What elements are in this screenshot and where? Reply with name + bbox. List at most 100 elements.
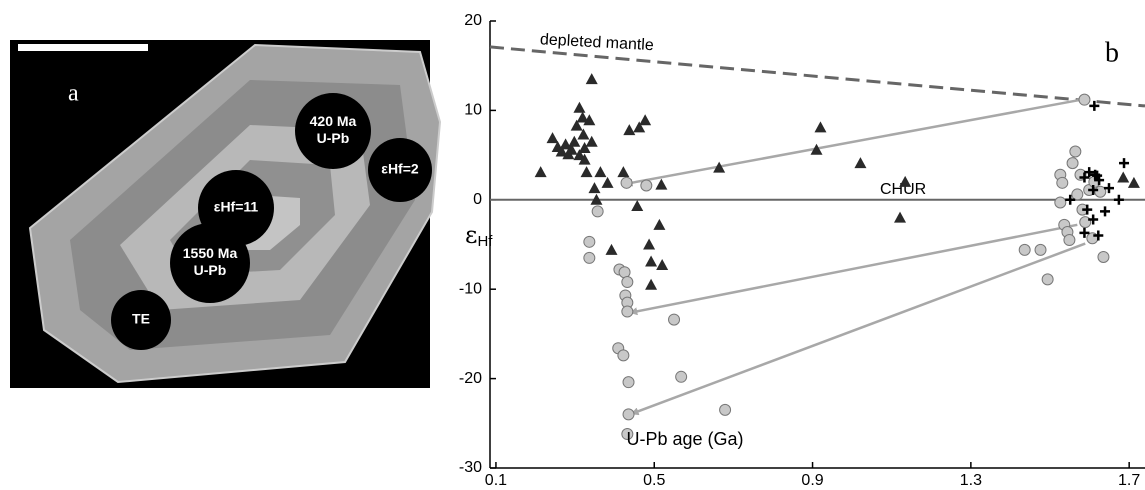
- plus-point: [1088, 184, 1099, 195]
- circle-point: [622, 408, 635, 421]
- plus-point: [1084, 167, 1095, 178]
- triangle-point: [585, 135, 598, 147]
- plus-point: [1079, 172, 1090, 183]
- x-tick-label: 1.7: [1118, 472, 1140, 489]
- circle-point: [1079, 216, 1092, 229]
- triangle-point: [578, 141, 591, 153]
- spot-label: TE: [132, 311, 150, 327]
- triangle-point: [643, 238, 656, 250]
- triangle-point: [605, 243, 618, 255]
- triangle-point: [645, 255, 658, 267]
- circle-point: [668, 313, 681, 326]
- circle-point: [621, 428, 634, 441]
- y-tick-label: -20: [459, 370, 482, 387]
- triangle-point: [585, 73, 598, 85]
- spot-label: U-Pb: [194, 262, 227, 278]
- triangle-point: [570, 119, 583, 131]
- triangle-point: [633, 121, 646, 133]
- circle-point: [620, 176, 633, 189]
- y-tick-label: 10: [464, 102, 482, 119]
- triangle-point: [546, 132, 559, 144]
- plus-point: [1065, 194, 1076, 205]
- triangle-point: [565, 143, 578, 155]
- triangle-point: [534, 166, 547, 178]
- circle-point: [1054, 196, 1067, 209]
- triangle-point: [583, 114, 596, 126]
- arrow: [629, 223, 1078, 316]
- spot-label: U-Pb: [317, 130, 350, 146]
- spot-label: εHf=2: [381, 161, 419, 177]
- plus-point: [1119, 158, 1130, 169]
- x-tick-label: 0.5: [643, 472, 665, 489]
- triangle-point: [656, 259, 669, 271]
- triangle-point: [645, 278, 658, 290]
- plus-point: [1093, 230, 1104, 241]
- circle-point: [1063, 234, 1076, 247]
- x-axis-label: U-Pb age (Ga): [626, 429, 743, 449]
- circle-point: [617, 349, 630, 362]
- plus-point: [1113, 194, 1124, 205]
- plus-point: [1089, 100, 1100, 111]
- triangle-point: [588, 182, 601, 194]
- triangle-point: [1127, 176, 1140, 188]
- circle-point: [675, 370, 688, 383]
- triangle-point: [814, 121, 827, 133]
- circle-point: [583, 235, 596, 248]
- triangle-point: [573, 101, 586, 113]
- triangle-point: [631, 200, 644, 212]
- panel-b: -30 -20 -10 0 10 20 0.1 0.5 0.9 1.3 1.7 depleted ma…: [459, 12, 1145, 489]
- circle-point: [1041, 273, 1054, 286]
- spot-label: 420 Ma: [310, 113, 357, 129]
- triangle-point: [653, 218, 666, 230]
- reference-label: depleted mantle: [540, 31, 655, 54]
- plus-point: [1082, 204, 1093, 215]
- panel-label: a: [68, 81, 79, 107]
- triangle-point: [854, 157, 867, 169]
- triangle-point: [578, 153, 591, 165]
- circle-point: [621, 305, 634, 318]
- triangle-point: [655, 178, 668, 190]
- y-label-sub: Hf: [477, 233, 493, 250]
- x-tick-label: 1.3: [960, 472, 982, 489]
- circle-point: [583, 251, 596, 264]
- triangle-point: [576, 111, 589, 123]
- triangle-point: [1117, 171, 1130, 183]
- arrow: [624, 98, 1082, 187]
- plus-point: [1100, 206, 1111, 217]
- triangle-point: [590, 193, 603, 205]
- circle-point: [1034, 243, 1047, 256]
- triangle-point: [568, 135, 581, 147]
- plus-point: [1092, 170, 1103, 181]
- analysis-spot: [368, 138, 432, 202]
- scale-bar: [18, 44, 148, 51]
- triangle-point: [894, 211, 907, 223]
- circle-point: [1078, 93, 1091, 106]
- y-label-main: ε: [465, 221, 477, 249]
- circle-point: [640, 179, 653, 192]
- plus-point: [1088, 214, 1099, 225]
- analysis-spot: [170, 223, 250, 303]
- triangle-point: [623, 124, 636, 136]
- circle-point: [1066, 157, 1079, 170]
- circle-point: [1018, 243, 1031, 256]
- circle-point: [719, 403, 732, 416]
- triangle-point: [580, 166, 593, 178]
- circle-point: [621, 276, 634, 289]
- circle-point: [1071, 188, 1084, 201]
- analysis-spot: [111, 290, 171, 350]
- y-axis-label: εHf: [465, 221, 493, 250]
- circle-point: [1056, 176, 1069, 189]
- circle-point: [591, 205, 604, 218]
- x-tick-label: 0.9: [801, 472, 823, 489]
- triangle-point: [639, 114, 652, 126]
- triangle-point: [601, 176, 614, 188]
- triangle-point: [899, 175, 912, 187]
- circle-point: [622, 376, 635, 389]
- x-tick-label: 0.1: [485, 472, 507, 489]
- triangle-point: [573, 149, 586, 161]
- spot-label: 1550 Ma: [183, 245, 238, 261]
